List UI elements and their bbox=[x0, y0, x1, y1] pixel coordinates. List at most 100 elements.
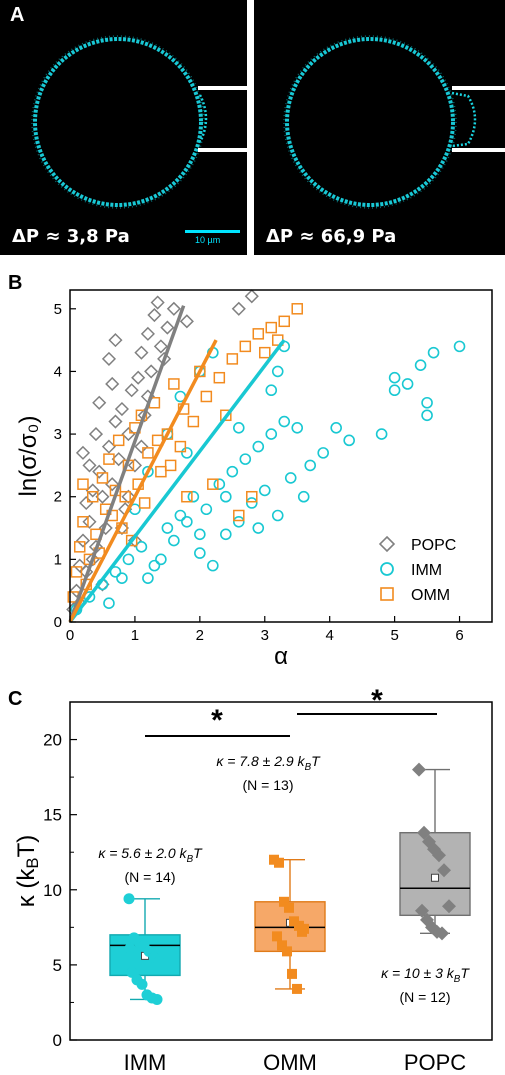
data-point bbox=[153, 339, 168, 354]
data-point bbox=[278, 315, 290, 328]
data-point bbox=[412, 762, 426, 777]
data-point bbox=[415, 903, 429, 918]
data-point bbox=[213, 478, 226, 490]
data-point bbox=[140, 326, 155, 341]
y-tick-label: 2 bbox=[54, 489, 62, 506]
data-point bbox=[421, 409, 433, 422]
data-point bbox=[125, 534, 138, 547]
data-point bbox=[108, 333, 123, 348]
data-point bbox=[233, 422, 245, 434]
data-point bbox=[155, 553, 167, 566]
n-annotation: (N = 13) bbox=[243, 777, 294, 793]
x-tick-label: 1 bbox=[131, 627, 139, 644]
y-tick-label: 5 bbox=[53, 956, 62, 975]
data-point bbox=[75, 445, 91, 460]
data-point bbox=[213, 371, 226, 384]
box-group-omm bbox=[254, 854, 326, 994]
data-point bbox=[194, 528, 206, 541]
data-point bbox=[166, 301, 181, 316]
data-point bbox=[252, 522, 265, 534]
fit-line-popc bbox=[68, 305, 186, 623]
data-point bbox=[274, 857, 284, 868]
data-point bbox=[181, 515, 193, 528]
y-axis-label: κ (kBT) bbox=[13, 835, 42, 908]
data-point bbox=[142, 447, 154, 459]
data-point bbox=[181, 447, 193, 459]
box-chart: 0 5 10 15 20 κ (kBT) IMM OMM POPC κ = 5.6 ± 2.0 k… bbox=[13, 688, 493, 1075]
data-point bbox=[155, 465, 167, 478]
data-point bbox=[151, 993, 163, 1005]
data-point bbox=[77, 478, 89, 490]
data-point bbox=[278, 415, 291, 428]
kappa-annotation: κ = 7.8 ± 2.9 kBT bbox=[216, 753, 321, 773]
data-point bbox=[138, 497, 151, 509]
data-point bbox=[265, 384, 278, 397]
data-point bbox=[168, 378, 180, 390]
y-tick-label: 10 bbox=[43, 881, 62, 900]
legend-marker bbox=[380, 587, 394, 601]
x-category-label: POPC bbox=[404, 1050, 466, 1075]
micrograph-right: ΔP ≈ 66,9 Pa bbox=[254, 0, 505, 255]
legend: POPC IMM OMM bbox=[378, 535, 456, 604]
micrograph-left: ΔP ≈ 3,8 Pa 10 µm bbox=[0, 0, 247, 255]
significance-star: * bbox=[211, 704, 223, 737]
data-point bbox=[271, 365, 284, 378]
data-point bbox=[109, 566, 122, 578]
data-point bbox=[194, 365, 206, 378]
data-point bbox=[101, 351, 117, 366]
data-point bbox=[122, 553, 135, 566]
data-point bbox=[116, 572, 128, 584]
data-point bbox=[194, 547, 206, 559]
data-point bbox=[160, 320, 175, 335]
data-point bbox=[161, 428, 174, 440]
data-point bbox=[437, 863, 451, 878]
series-popc bbox=[66, 289, 259, 617]
legend-label: IMM bbox=[411, 562, 442, 579]
data-point bbox=[284, 902, 294, 913]
data-point bbox=[220, 490, 232, 503]
data-point bbox=[136, 978, 148, 990]
data-point bbox=[271, 509, 284, 522]
data-point bbox=[153, 956, 165, 968]
data-point bbox=[292, 983, 302, 994]
data-point bbox=[75, 533, 91, 548]
data-point bbox=[388, 371, 401, 384]
data-point bbox=[233, 509, 245, 522]
micrograph-left-art bbox=[31, 35, 247, 233]
data-point bbox=[124, 942, 136, 954]
box-group-popc bbox=[399, 762, 471, 941]
data-point bbox=[174, 440, 187, 453]
data-point bbox=[427, 346, 440, 359]
mean-marker bbox=[431, 873, 439, 882]
data-point bbox=[70, 566, 83, 578]
data-point bbox=[245, 497, 258, 509]
data-point bbox=[168, 534, 180, 547]
data-point bbox=[330, 422, 342, 434]
data-point bbox=[187, 415, 200, 428]
n-annotation: (N = 12) bbox=[400, 989, 451, 1005]
scale-bar bbox=[185, 230, 240, 233]
data-point bbox=[174, 509, 187, 522]
x-tick-label: 5 bbox=[390, 627, 398, 644]
data-point bbox=[239, 340, 252, 353]
pipette-top-right bbox=[452, 86, 505, 90]
legend-marker bbox=[380, 562, 394, 576]
pressure-label-right: ΔP ≈ 66,9 Pa bbox=[266, 226, 397, 247]
data-point bbox=[179, 314, 194, 329]
panel-c-letter: C bbox=[8, 688, 23, 710]
pressure-label-left: ΔP ≈ 3,8 Pa bbox=[12, 226, 130, 247]
data-point bbox=[291, 303, 303, 315]
data-point bbox=[401, 378, 414, 390]
data-point bbox=[432, 848, 446, 863]
data-point bbox=[124, 383, 139, 398]
x-category-label: OMM bbox=[263, 1050, 317, 1075]
data-point bbox=[244, 289, 259, 304]
data-point bbox=[284, 472, 297, 484]
data-point bbox=[144, 364, 159, 379]
legend-label: POPC bbox=[411, 537, 456, 554]
y-tick-label: 0 bbox=[54, 614, 62, 631]
x-axis-label: α bbox=[274, 643, 288, 670]
x-tick-label: 0 bbox=[66, 627, 74, 644]
x-tick-label: 2 bbox=[196, 627, 204, 644]
data-point bbox=[207, 478, 219, 490]
